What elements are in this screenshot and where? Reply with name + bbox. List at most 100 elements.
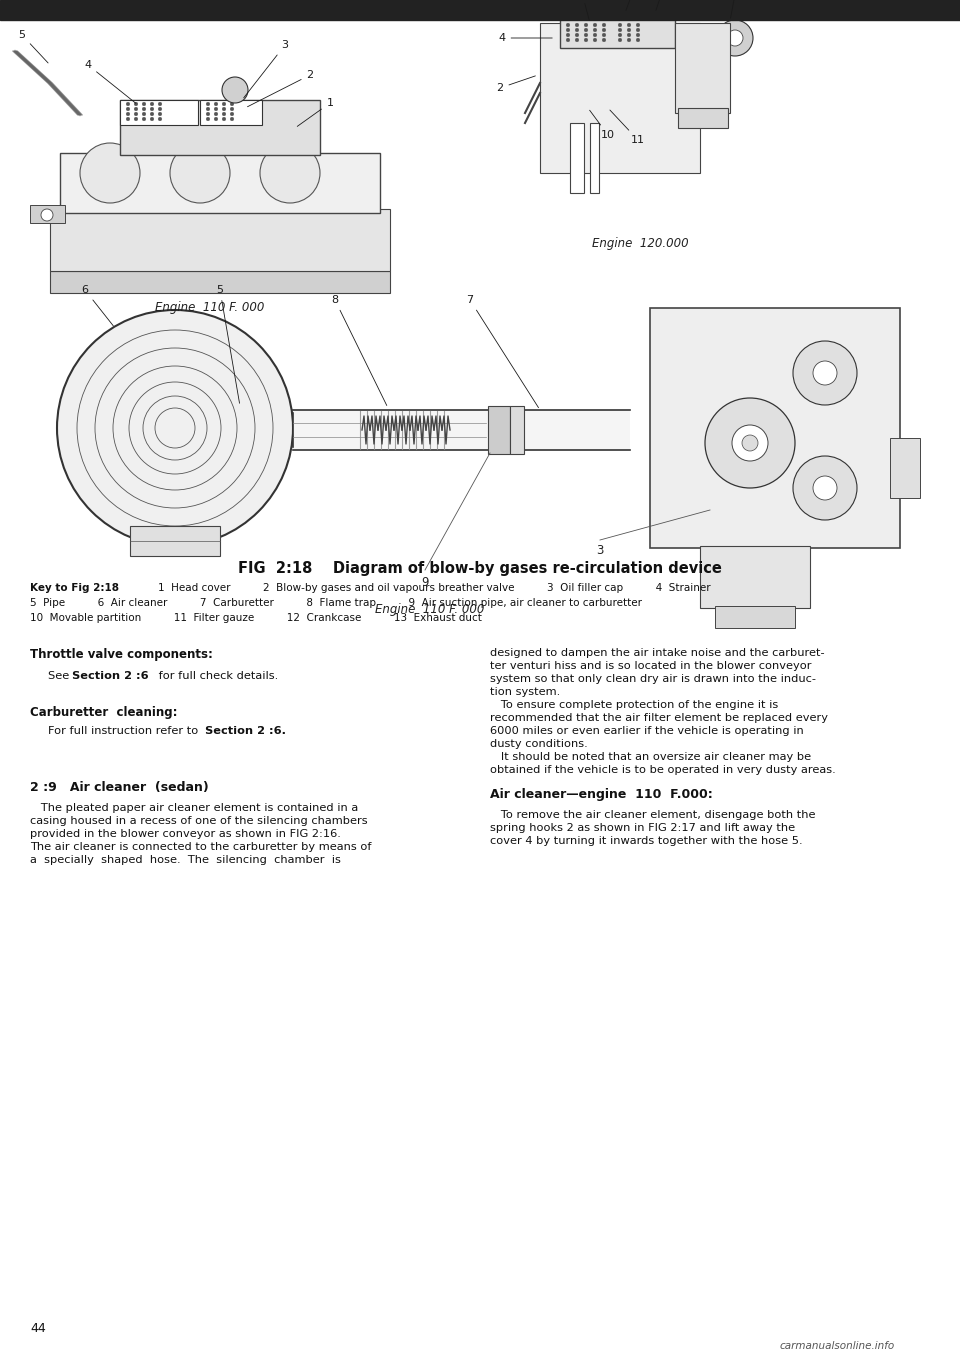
Text: 2 :9   Air cleaner  (sedan): 2 :9 Air cleaner (sedan): [30, 781, 208, 794]
Bar: [540, 23, 700, 172]
Circle shape: [602, 23, 606, 27]
Bar: [30, 205, 65, 223]
Circle shape: [126, 117, 130, 121]
Text: Air cleaner—engine  110  F.000:: Air cleaner—engine 110 F.000:: [490, 788, 712, 801]
Circle shape: [618, 33, 622, 37]
Circle shape: [602, 38, 606, 42]
Circle shape: [214, 102, 218, 106]
Text: 1: 1: [298, 98, 333, 126]
Circle shape: [126, 102, 130, 106]
Text: tion system.: tion system.: [490, 687, 561, 697]
Text: system so that only clean dry air is drawn into the induc-: system so that only clean dry air is dra…: [490, 674, 816, 684]
Text: 2: 2: [496, 76, 536, 92]
Circle shape: [214, 113, 218, 115]
Circle shape: [158, 117, 162, 121]
Circle shape: [230, 113, 234, 115]
Circle shape: [593, 33, 597, 37]
Bar: [678, 109, 728, 128]
Text: Key to Fig 2:18: Key to Fig 2:18: [30, 583, 119, 593]
Circle shape: [158, 107, 162, 111]
Circle shape: [230, 102, 234, 106]
Circle shape: [222, 102, 226, 106]
Text: 2: 2: [248, 71, 314, 107]
Text: 6: 6: [82, 285, 113, 326]
Circle shape: [602, 33, 606, 37]
Circle shape: [222, 107, 226, 111]
Circle shape: [602, 29, 606, 31]
Bar: [50, 272, 390, 293]
Circle shape: [134, 117, 138, 121]
Circle shape: [727, 30, 743, 46]
Circle shape: [150, 102, 154, 106]
Text: Section 2 :6.: Section 2 :6.: [205, 727, 286, 736]
Circle shape: [260, 143, 320, 202]
Circle shape: [813, 361, 837, 386]
Circle shape: [214, 117, 218, 121]
Circle shape: [142, 102, 146, 106]
Circle shape: [134, 113, 138, 115]
Text: carmanualsonline.info: carmanualsonline.info: [780, 1340, 896, 1351]
Bar: [650, 308, 900, 549]
Text: To remove the air cleaner element, disengage both the: To remove the air cleaner element, disen…: [490, 809, 815, 820]
Circle shape: [41, 209, 53, 221]
Bar: [890, 439, 920, 498]
Text: 4: 4: [84, 60, 135, 103]
Circle shape: [585, 29, 588, 31]
Bar: [50, 209, 390, 272]
Circle shape: [142, 113, 146, 115]
Text: It should be noted that an oversize air cleaner may be: It should be noted that an oversize air …: [490, 752, 811, 762]
Circle shape: [575, 33, 579, 37]
Bar: [590, 124, 599, 193]
Text: 8: 8: [331, 295, 387, 406]
Text: Carburetter  cleaning:: Carburetter cleaning:: [30, 706, 178, 718]
Circle shape: [618, 38, 622, 42]
Text: 5: 5: [217, 285, 240, 403]
Circle shape: [126, 113, 130, 115]
Bar: [700, 546, 810, 608]
Circle shape: [80, 143, 140, 202]
Bar: [293, 410, 630, 449]
Circle shape: [585, 38, 588, 42]
Text: a  specially  shaped  hose.  The  silencing  chamber  is: a specially shaped hose. The silencing c…: [30, 856, 341, 865]
Circle shape: [134, 107, 138, 111]
Circle shape: [618, 29, 622, 31]
Circle shape: [158, 102, 162, 106]
Text: See: See: [48, 671, 73, 680]
Text: The pleated paper air cleaner element is contained in a: The pleated paper air cleaner element is…: [30, 803, 358, 813]
Circle shape: [636, 23, 639, 27]
Text: The air cleaner is connected to the carburetter by means of: The air cleaner is connected to the carb…: [30, 842, 372, 851]
Text: obtained if the vehicle is to be operated in very dusty areas.: obtained if the vehicle is to be operate…: [490, 765, 836, 775]
Text: 10  Movable partition          11  Filter gauze          12  Crankcase          : 10 Movable partition 11 Filter gauze 12 …: [30, 612, 482, 623]
Circle shape: [593, 23, 597, 27]
Circle shape: [206, 107, 210, 111]
Text: recommended that the air filter element be replaced every: recommended that the air filter element …: [490, 713, 828, 722]
Circle shape: [593, 29, 597, 31]
Text: spring hooks 2 as shown in FIG 2:17 and lift away the: spring hooks 2 as shown in FIG 2:17 and …: [490, 823, 795, 832]
Circle shape: [222, 77, 248, 103]
Circle shape: [566, 33, 570, 37]
Circle shape: [705, 398, 795, 488]
Bar: [510, 406, 524, 454]
Text: provided in the blower conveyor as shown in FIG 2:16.: provided in the blower conveyor as shown…: [30, 828, 341, 839]
Text: 3: 3: [244, 39, 289, 98]
Bar: [60, 153, 380, 213]
Circle shape: [793, 341, 857, 405]
Text: 1  Head cover          2  Blow-by gases and oil vapours breather valve          : 1 Head cover 2 Blow-by gases and oil vap…: [158, 583, 710, 593]
Text: Engine  110 F. 000: Engine 110 F. 000: [156, 301, 265, 315]
Circle shape: [134, 102, 138, 106]
Circle shape: [170, 143, 230, 202]
Text: cover 4 by turning it inwards together with the hose 5.: cover 4 by turning it inwards together w…: [490, 837, 803, 846]
Text: 3: 3: [596, 543, 604, 557]
Circle shape: [206, 113, 210, 115]
Text: 6000 miles or even earlier if the vehicle is operating in: 6000 miles or even earlier if the vehicl…: [490, 727, 804, 736]
Text: 11: 11: [610, 110, 645, 145]
Text: Engine  120.000: Engine 120.000: [591, 236, 688, 250]
Text: dusty conditions.: dusty conditions.: [490, 739, 588, 750]
Circle shape: [575, 23, 579, 27]
Text: For full instruction refer to: For full instruction refer to: [48, 727, 202, 736]
Circle shape: [575, 29, 579, 31]
Circle shape: [593, 38, 597, 42]
Bar: [675, 23, 730, 113]
Text: FIG  2:18    Diagram of blow-by gases re-circulation device: FIG 2:18 Diagram of blow-by gases re-cir…: [238, 561, 722, 576]
Text: 5  Pipe          6  Air cleaner          7  Carburetter          8  Flame trap  : 5 Pipe 6 Air cleaner 7 Carburetter 8 Fla…: [30, 598, 642, 608]
